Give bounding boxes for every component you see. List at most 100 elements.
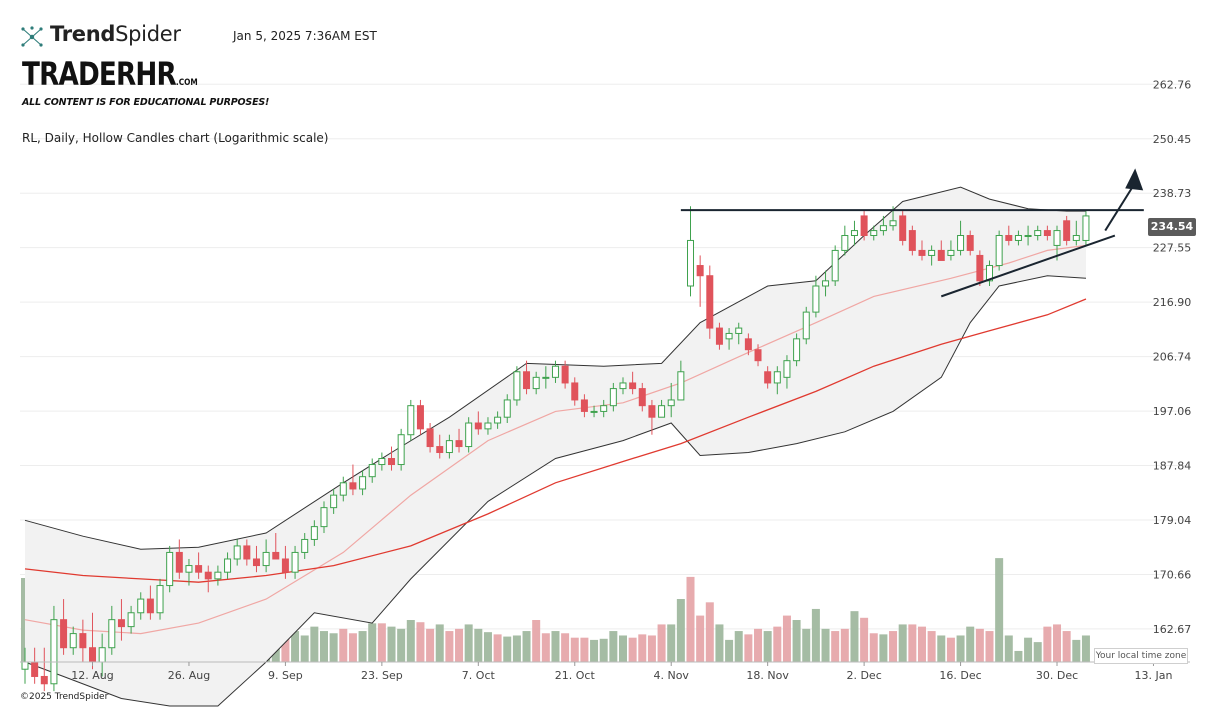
candle-body <box>378 458 386 466</box>
disclaimer-text: ALL CONTENT IS FOR EDUCATIONAL PURPOSES! <box>22 97 270 108</box>
candle-body <box>156 585 164 614</box>
time-axis: 12. Aug 26. Aug 9. Sep 23. Sep 7. Oct 21. Oct… <box>20 661 1190 682</box>
candle-body <box>696 265 704 277</box>
candle-body <box>937 249 945 261</box>
volume-bar <box>310 626 319 662</box>
candle-body <box>21 661 29 670</box>
candle-body <box>773 371 781 384</box>
candle-body <box>359 476 367 490</box>
candle-body <box>436 446 444 454</box>
timezone-button[interactable]: Your local time zone <box>1094 648 1188 664</box>
volume-bar <box>869 633 878 662</box>
volume-bar <box>445 631 454 662</box>
volume-bar <box>1081 635 1090 662</box>
candle-body <box>137 598 145 614</box>
candle-body <box>619 382 627 390</box>
volume-bar <box>348 633 357 662</box>
volume-bar <box>339 628 348 662</box>
candle-body <box>98 647 106 663</box>
candle-body <box>426 428 434 448</box>
candle-body <box>879 225 887 232</box>
volume-bar <box>358 631 367 662</box>
volume-bar <box>715 624 724 662</box>
volume-bar <box>503 636 512 662</box>
breakout-arrow-line <box>1104 183 1136 232</box>
volume-bar <box>821 628 830 662</box>
y-tick-label: 197.06 <box>1153 405 1192 418</box>
y-tick-label: 238.73 <box>1153 187 1192 200</box>
volume-bar <box>763 631 772 662</box>
candle-body <box>841 235 849 251</box>
volume-bar <box>638 634 647 662</box>
volume-bar <box>291 631 300 662</box>
volume-bar <box>377 623 386 662</box>
candle-body <box>1053 230 1061 246</box>
volume-bar <box>995 558 1004 662</box>
candle-body <box>214 571 222 580</box>
candle-body <box>503 399 511 418</box>
candle-body <box>252 558 260 567</box>
volume-bar <box>512 635 521 662</box>
candle-body <box>580 399 588 412</box>
candle-body <box>571 382 579 401</box>
volume-bar <box>734 631 743 662</box>
candle-body <box>850 230 858 237</box>
candle-body <box>397 434 405 466</box>
volume-bar <box>1004 635 1013 662</box>
volume-bar <box>754 628 763 662</box>
x-tick-label: 30. Dec <box>1036 669 1078 682</box>
volume-bar <box>647 635 656 662</box>
candle-body <box>166 551 174 587</box>
candle-body <box>146 598 154 614</box>
candle-body <box>262 551 270 567</box>
volume-bar <box>889 631 898 662</box>
candle-body <box>725 332 733 340</box>
volume-bar <box>744 634 753 662</box>
candle-body <box>272 551 280 560</box>
volume-bar <box>1024 637 1033 662</box>
candle-body <box>658 405 666 418</box>
traderhr-logo: TRADERHR.COM <box>22 55 198 93</box>
candle-body <box>1014 235 1022 241</box>
candle-body <box>291 551 299 573</box>
candle-body <box>542 376 550 379</box>
candle-body <box>523 371 531 390</box>
volume-bar <box>917 626 926 662</box>
candle-body <box>648 405 656 418</box>
volume-bar <box>956 635 965 662</box>
brand-name: TrendSpider <box>50 22 181 46</box>
x-tick-label: 4. Nov <box>653 669 689 682</box>
volume-bar <box>319 631 328 662</box>
candle-body <box>822 280 830 287</box>
volume-bar <box>1062 631 1071 662</box>
volume-bar <box>570 637 579 662</box>
candle-body <box>368 464 376 478</box>
volume-bar <box>618 635 627 662</box>
candle-body <box>754 349 762 362</box>
candle-body <box>899 215 907 241</box>
volume-bar <box>474 628 483 662</box>
drawing-annotations[interactable] <box>680 168 1144 298</box>
candle-body <box>793 338 801 362</box>
candle-body <box>416 405 424 430</box>
candle-body <box>928 249 936 256</box>
candle-body <box>831 249 839 282</box>
bollinger-middle-line <box>24 244 1087 635</box>
candle-body <box>281 558 289 573</box>
volume-bar <box>966 626 975 662</box>
bollinger-fill <box>25 187 1086 706</box>
candle-body <box>629 382 637 390</box>
y-tick-label: 162.67 <box>1153 623 1192 636</box>
candle-body <box>89 647 97 663</box>
candle-body <box>185 565 193 573</box>
volume-bar <box>522 631 531 662</box>
candle-body <box>706 275 714 329</box>
candle-body <box>40 675 48 685</box>
candle-body <box>966 235 974 251</box>
x-tick-label: 7. Oct <box>462 669 496 682</box>
candle-body <box>986 265 993 282</box>
volume-bar <box>811 608 820 662</box>
candle-body <box>69 633 77 649</box>
y-tick-label: 187.84 <box>1153 460 1192 473</box>
